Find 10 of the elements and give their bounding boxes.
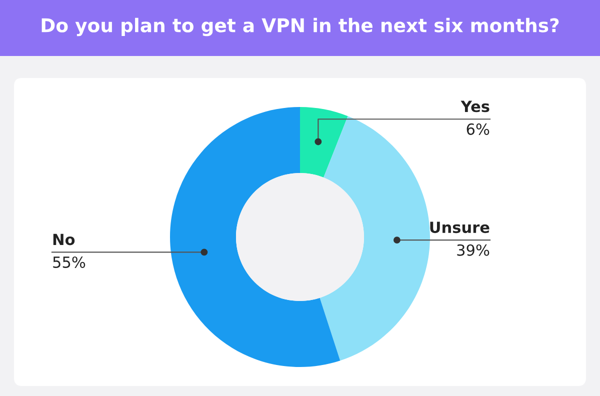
donut-slice bbox=[170, 107, 340, 367]
data-label: 39% bbox=[457, 244, 490, 256]
slice-label: Unsure bbox=[430, 222, 490, 234]
slice-label: Yes bbox=[460, 100, 490, 112]
data-label: 6% bbox=[466, 123, 490, 135]
donut-slice bbox=[300, 107, 348, 178]
chart-title: Do you plan to get a VPN in the next six months? bbox=[42, 18, 559, 36]
data-label: 55% bbox=[53, 256, 86, 268]
donut-slice bbox=[320, 116, 430, 361]
slice-label: No bbox=[53, 234, 75, 246]
